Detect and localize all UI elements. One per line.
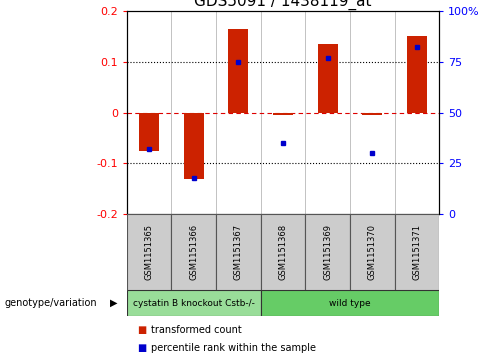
Text: wild type: wild type — [329, 299, 371, 307]
Text: genotype/variation: genotype/variation — [5, 298, 98, 308]
Bar — [273, 113, 293, 115]
Bar — [228, 29, 248, 113]
Text: cystatin B knockout Cstb-/-: cystatin B knockout Cstb-/- — [133, 299, 255, 307]
Bar — [318, 44, 338, 113]
Bar — [184, 113, 204, 179]
Bar — [261, 214, 305, 290]
Text: GSM1151367: GSM1151367 — [234, 224, 243, 280]
Bar — [216, 214, 261, 290]
Text: GSM1151369: GSM1151369 — [323, 224, 332, 280]
Text: GSM1151365: GSM1151365 — [144, 224, 154, 280]
Bar — [127, 214, 171, 290]
Text: ■: ■ — [137, 325, 146, 335]
Bar — [261, 290, 439, 316]
Text: ▶: ▶ — [110, 298, 117, 308]
Text: GSM1151371: GSM1151371 — [412, 224, 422, 280]
Bar — [407, 36, 427, 113]
Title: GDS5091 / 1438119_at: GDS5091 / 1438119_at — [194, 0, 372, 9]
Text: GSM1151368: GSM1151368 — [279, 224, 287, 280]
Bar — [171, 214, 216, 290]
Bar — [395, 214, 439, 290]
Bar — [305, 214, 350, 290]
Bar — [139, 113, 159, 151]
Text: percentile rank within the sample: percentile rank within the sample — [151, 343, 316, 354]
Bar — [350, 214, 395, 290]
Text: GSM1151370: GSM1151370 — [368, 224, 377, 280]
Text: ■: ■ — [137, 343, 146, 354]
Bar — [127, 290, 261, 316]
Bar — [362, 113, 382, 115]
Text: transformed count: transformed count — [151, 325, 242, 335]
Text: GSM1151366: GSM1151366 — [189, 224, 198, 280]
